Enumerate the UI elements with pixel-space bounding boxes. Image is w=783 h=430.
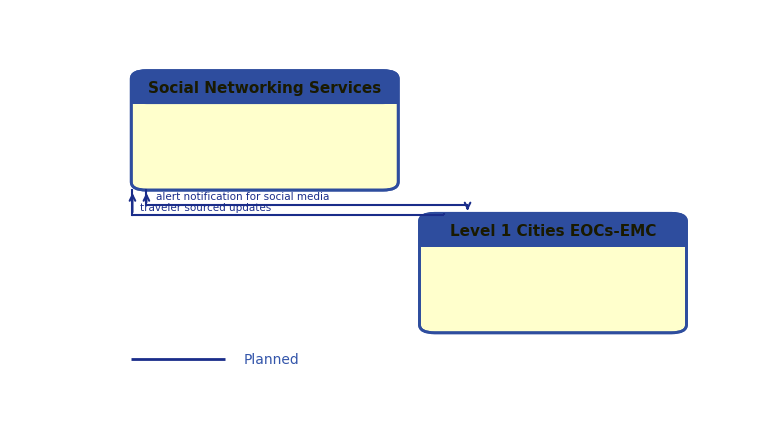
Text: Planned: Planned (244, 353, 299, 366)
FancyBboxPatch shape (132, 71, 399, 190)
Bar (132, 86, 399, 105)
FancyBboxPatch shape (420, 214, 687, 333)
FancyBboxPatch shape (420, 214, 687, 247)
Bar (420, 229, 687, 247)
FancyBboxPatch shape (132, 71, 399, 105)
Text: traveler sourced updates: traveler sourced updates (140, 202, 272, 212)
Text: alert notification for social media: alert notification for social media (156, 192, 329, 202)
Text: Social Networking Services: Social Networking Services (148, 81, 381, 95)
Text: Level 1 Cities EOCs-EMC: Level 1 Cities EOCs-EMC (449, 223, 656, 238)
